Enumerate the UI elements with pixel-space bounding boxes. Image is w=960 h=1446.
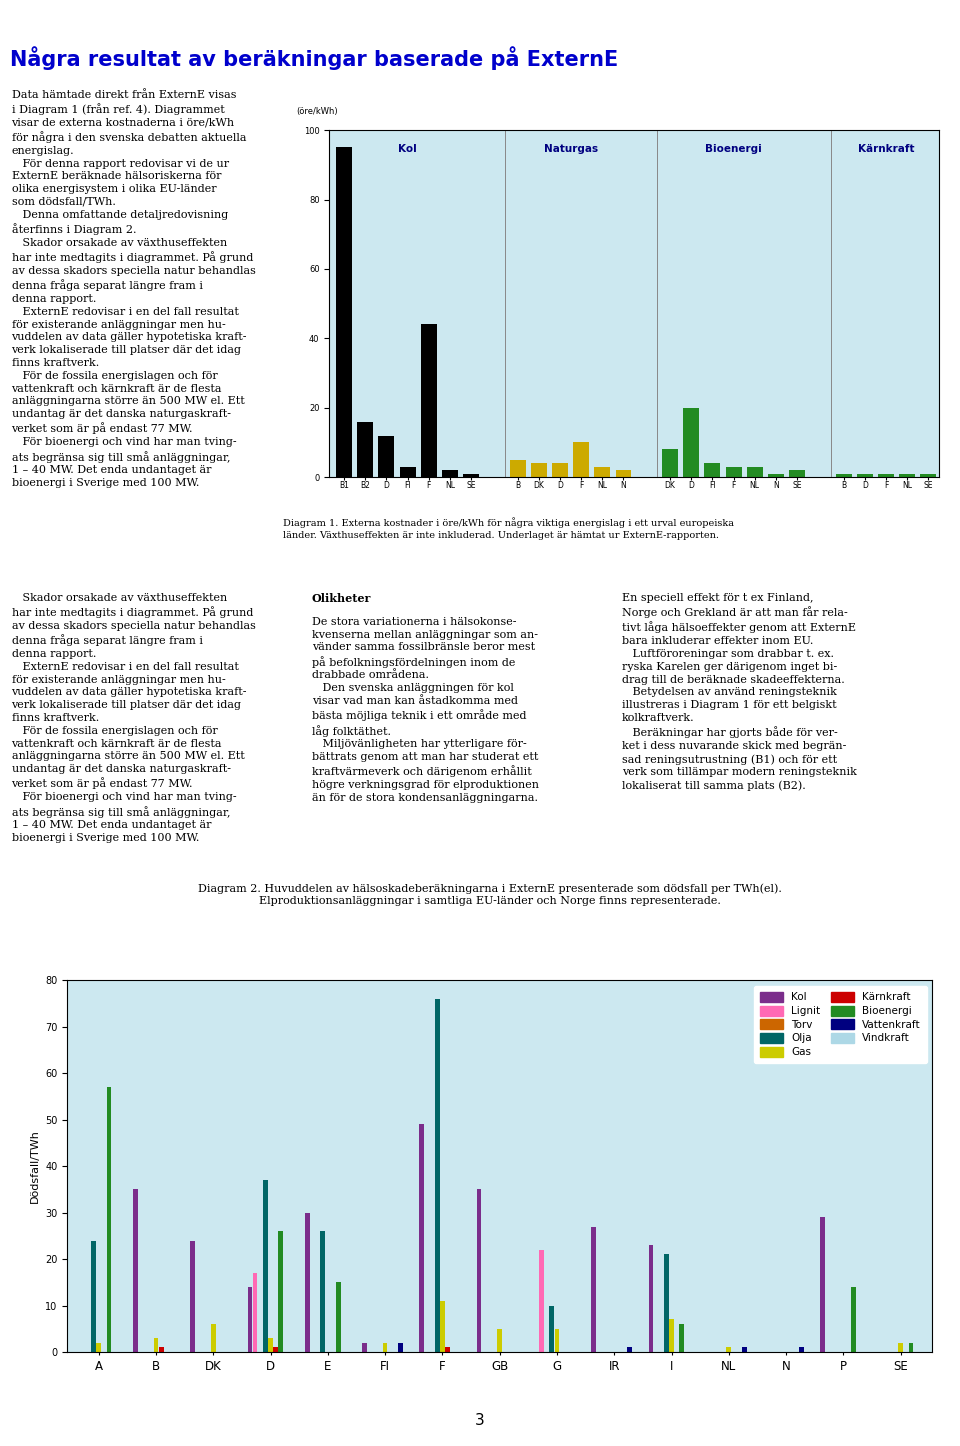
- Bar: [857, 474, 873, 477]
- Bar: [107, 1087, 111, 1352]
- Bar: [211, 1325, 216, 1352]
- Text: Kärnkraft: Kärnkraft: [857, 145, 914, 155]
- Bar: [747, 467, 762, 477]
- Bar: [573, 442, 589, 477]
- Bar: [378, 435, 395, 477]
- Bar: [900, 474, 915, 477]
- Bar: [440, 1301, 444, 1352]
- Bar: [263, 1180, 268, 1352]
- Bar: [789, 470, 805, 477]
- Bar: [821, 1218, 826, 1352]
- Bar: [154, 1338, 158, 1352]
- Bar: [649, 1245, 653, 1352]
- Text: En speciell effekt för t ex Finland,
Norge och Grekland är att man får rela-
tiv: En speciell effekt för t ex Finland, Nor…: [622, 593, 857, 791]
- Bar: [190, 1241, 195, 1352]
- Bar: [552, 463, 568, 477]
- Bar: [921, 474, 936, 477]
- Bar: [321, 1231, 325, 1352]
- Bar: [852, 1287, 856, 1352]
- Text: 3: 3: [475, 1413, 485, 1429]
- Bar: [908, 1343, 913, 1352]
- Bar: [768, 474, 783, 477]
- Bar: [445, 1348, 450, 1352]
- Bar: [158, 1348, 163, 1352]
- Bar: [248, 1287, 252, 1352]
- Bar: [726, 467, 741, 477]
- Text: Olikheter: Olikheter: [312, 593, 372, 604]
- Bar: [680, 1325, 684, 1352]
- Text: De stora variationerna i hälsokonse-
kvenserna mellan anläggningar som an-
vände: De stora variationerna i hälsokonse- kve…: [312, 617, 539, 803]
- Y-axis label: Dödsfall/TWh: Dödsfall/TWh: [30, 1129, 39, 1203]
- Bar: [477, 1190, 481, 1352]
- Bar: [383, 1343, 388, 1352]
- Bar: [435, 999, 440, 1352]
- Bar: [727, 1348, 732, 1352]
- Bar: [510, 460, 526, 477]
- Bar: [91, 1241, 96, 1352]
- Bar: [615, 470, 632, 477]
- Bar: [836, 474, 852, 477]
- Text: Diagram 1. Externa kostnader i öre/kWh för några viktiga energislag i ett urval : Diagram 1. Externa kostnader i öre/kWh f…: [283, 518, 734, 539]
- Bar: [627, 1348, 632, 1352]
- Bar: [591, 1226, 596, 1352]
- Text: Data hämtade direkt från ExternE visas
i Diagram 1 (från ref. 4). Diagrammet
vis: Data hämtade direkt från ExternE visas i…: [12, 90, 255, 489]
- Bar: [549, 1306, 554, 1352]
- Bar: [305, 1213, 309, 1352]
- Bar: [278, 1231, 283, 1352]
- Bar: [497, 1329, 502, 1352]
- Bar: [336, 1283, 341, 1352]
- Text: Skador orsakade av växthuseffekten
har inte medtagits i diagrammet. På grund
av : Skador orsakade av växthuseffekten har i…: [12, 593, 255, 843]
- Bar: [268, 1338, 273, 1352]
- Bar: [662, 450, 678, 477]
- Text: Naturgas: Naturgas: [543, 145, 598, 155]
- Bar: [357, 422, 373, 477]
- Bar: [540, 1249, 544, 1352]
- Bar: [398, 1343, 403, 1352]
- Bar: [420, 324, 437, 477]
- Text: Kol: Kol: [398, 145, 417, 155]
- Bar: [531, 463, 547, 477]
- Text: Några resultat av beräkningar baserade på ExternE: Några resultat av beräkningar baserade p…: [10, 46, 618, 69]
- Bar: [362, 1343, 367, 1352]
- Bar: [705, 463, 720, 477]
- Bar: [899, 1343, 903, 1352]
- Bar: [96, 1343, 101, 1352]
- Bar: [555, 1329, 560, 1352]
- Text: (öre/kWh): (öre/kWh): [296, 107, 337, 116]
- Bar: [399, 467, 416, 477]
- Bar: [420, 1125, 424, 1352]
- Bar: [133, 1190, 137, 1352]
- Bar: [252, 1272, 257, 1352]
- Bar: [442, 470, 458, 477]
- Bar: [742, 1348, 747, 1352]
- Bar: [664, 1255, 669, 1352]
- Bar: [594, 467, 611, 477]
- Bar: [336, 147, 352, 477]
- Bar: [463, 474, 479, 477]
- Bar: [878, 474, 894, 477]
- Bar: [684, 408, 699, 477]
- Legend: Kol, Lignit, Torv, Olja, Gas, Kärnkraft, Bioenergi, Vattenkraft, Vindkraft: Kol, Lignit, Torv, Olja, Gas, Kärnkraft,…: [754, 986, 927, 1063]
- Bar: [669, 1320, 674, 1352]
- Bar: [799, 1348, 804, 1352]
- Bar: [274, 1348, 278, 1352]
- Text: Bioenergi: Bioenergi: [706, 145, 762, 155]
- Text: Diagram 2. Huvuddelen av hälsoskadeberäkningarna i ExternE presenterade som döds: Diagram 2. Huvuddelen av hälsoskadeberäk…: [198, 884, 781, 907]
